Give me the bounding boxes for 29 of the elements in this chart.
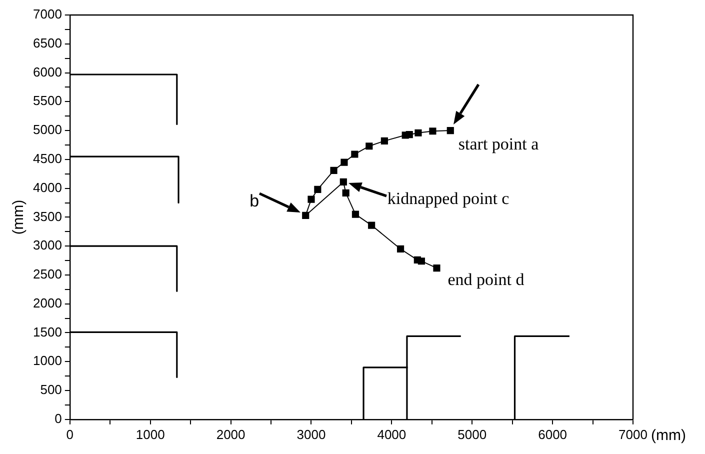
y-tick-label: 4000 [33, 180, 62, 195]
y-tick-label: 1500 [33, 324, 62, 340]
y-axis-title: (mm) [10, 200, 28, 235]
annotation: end point d [448, 270, 525, 290]
x-tick-label: 5000 [458, 426, 487, 442]
x-tick-label: 3000 [296, 426, 326, 442]
y-tick-label: 0 [54, 410, 62, 426]
y-tick-label: 3500 [33, 208, 62, 224]
x-tick-label: 0 [66, 426, 74, 442]
y-tick-label: 2500 [33, 266, 62, 282]
x-tick-label: 6000 [538, 426, 568, 442]
y-tick-label: 5500 [33, 93, 62, 108]
y-tick-label: 6500 [33, 35, 62, 50]
annotation: start point a [458, 134, 540, 154]
x-tick-label: 7000 [618, 426, 648, 442]
y-tick-label: 500 [40, 382, 62, 398]
y-tick-label: 2000 [33, 295, 62, 310]
x-tick-label: 2000 [216, 426, 246, 442]
y-tick-label: 5000 [33, 122, 62, 138]
y-tick-label: 1000 [33, 353, 62, 368]
y-tick-label: 6000 [33, 64, 62, 80]
x-axis-title: (mm) [651, 427, 686, 444]
y-tick-label: 4500 [33, 151, 62, 166]
x-tick-label: 1000 [136, 426, 165, 442]
x-tick-label: 4000 [377, 426, 406, 442]
y-tick-label: 7000 [33, 6, 62, 22]
annotation: kidnapped point c [387, 188, 510, 208]
y-tick-label: 3000 [33, 238, 62, 253]
annotation: b [250, 191, 260, 210]
